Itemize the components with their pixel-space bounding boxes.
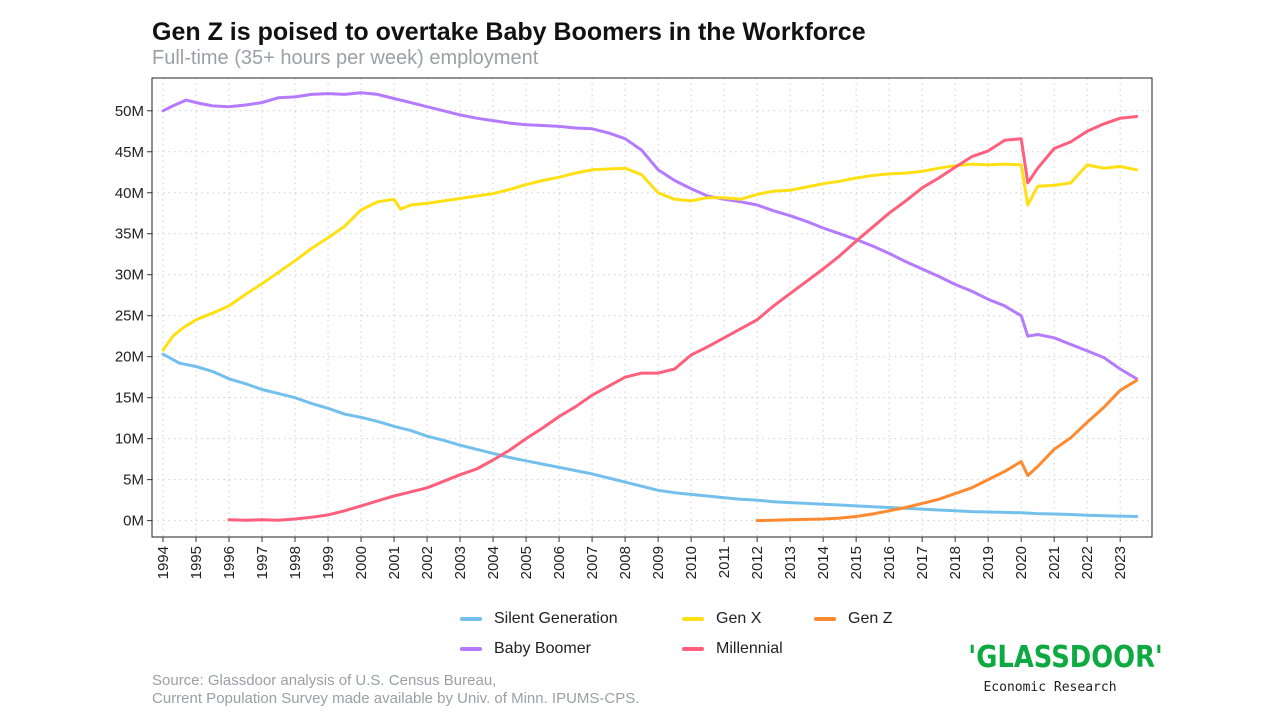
- y-tick-label: 25M: [115, 308, 144, 325]
- x-tick-label: 1994: [155, 546, 172, 579]
- x-tick-label: 2016: [881, 546, 898, 579]
- x-tick-label: 2019: [980, 546, 997, 579]
- y-tick-label: 5M: [123, 472, 144, 489]
- y-tick-label: 10M: [115, 431, 144, 448]
- axis-layer: 0M 5M 10M 15M 20M 25M 30M 35M 40M 45M 50M 1994 1995 1…: [115, 77, 1153, 579]
- x-tick-label: 2006: [551, 546, 568, 579]
- y-tick-label: 40M: [115, 185, 144, 202]
- source-line: Current Population Survey made available…: [152, 690, 640, 707]
- chart-title: Gen Z is poised to overtake Baby Boomers…: [152, 18, 866, 46]
- series-line-silent-generation: [161, 352, 1139, 518]
- legend-swatch: [682, 647, 704, 651]
- x-tick-label: 1997: [254, 546, 271, 579]
- x-tick-label: 2014: [815, 546, 832, 579]
- chart-subtitle: Full-time (35+ hours per week) employmen…: [152, 47, 539, 69]
- x-tick-label: 2018: [947, 546, 964, 579]
- x-tick-label: 2010: [683, 546, 700, 579]
- y-tick-label: 0M: [123, 513, 144, 530]
- glassdoor-logo: 'GLASSDOOR' Economic Research: [955, 640, 1163, 695]
- y-tick-label: 15M: [115, 390, 144, 407]
- y-tick-label: 35M: [115, 226, 144, 243]
- source-note: Source: Glassdoor analysis of U.S. Censu…: [152, 672, 639, 708]
- y-tick-label: 45M: [115, 144, 144, 161]
- series-line-gen-x: [161, 162, 1139, 352]
- legend-label: Baby Boomer: [494, 640, 591, 657]
- brand-subtitle: Economic Research: [983, 680, 1117, 695]
- x-tick-label: 2007: [584, 546, 601, 579]
- legend-label: Gen Z: [848, 610, 893, 627]
- series-line-millennial: [227, 115, 1139, 522]
- x-tick-label: 2017: [914, 546, 931, 579]
- x-tick-label: 2011: [716, 546, 733, 578]
- x-tick-label: 2004: [485, 546, 502, 579]
- x-tick-label: 2005: [518, 546, 535, 579]
- x-tick-label: 2001: [386, 546, 403, 579]
- x-tick-label: 2020: [1013, 546, 1030, 579]
- legend-label: Gen X: [716, 610, 762, 627]
- legend-swatch: [460, 647, 482, 651]
- legend-item-baby-boomer: Baby Boomer: [460, 638, 682, 660]
- legend-swatch: [814, 617, 836, 621]
- x-tick-label: 2021: [1046, 546, 1063, 579]
- source-line: Source: Glassdoor analysis of U.S. Censu…: [152, 672, 497, 689]
- legend-item-gen-z: Gen Z: [814, 608, 934, 630]
- x-tick-label: 2009: [650, 546, 667, 579]
- x-tick-label: 2022: [1079, 546, 1096, 579]
- series-line-baby-boomer: [161, 91, 1139, 381]
- x-tick-label: 2008: [617, 546, 634, 579]
- legend-swatch: [682, 617, 704, 621]
- legend-item-silent-generation: Silent Generation: [460, 608, 682, 630]
- x-tick-label: 2023: [1112, 546, 1129, 579]
- legend-item-millennial: Millennial: [682, 638, 814, 660]
- x-tick-label: 1995: [188, 546, 205, 579]
- legend-label: Millennial: [716, 640, 783, 657]
- grid-layer: [152, 78, 1152, 537]
- x-tick-label: 2015: [848, 546, 865, 579]
- x-tick-label: 1999: [320, 546, 337, 579]
- x-tick-label: 2003: [452, 546, 469, 579]
- legend-swatch: [460, 617, 482, 621]
- plot-frame: [151, 77, 1153, 538]
- legend-item-gen-x: Gen X: [682, 608, 814, 630]
- series-layer: [161, 91, 1139, 523]
- y-tick-label: 30M: [115, 267, 144, 284]
- x-tick-label: 1998: [287, 546, 304, 579]
- x-tick-label: 2012: [749, 546, 766, 579]
- brand-name: 'GLASSDOOR': [968, 640, 1163, 675]
- chart-legend: Silent Generation Gen X Gen Z Baby Boome…: [460, 608, 934, 660]
- x-tick-label: 2013: [782, 546, 799, 579]
- series-line-gen-z: [755, 378, 1139, 523]
- legend-label: Silent Generation: [494, 610, 618, 627]
- x-tick-label: 2002: [419, 546, 436, 579]
- x-tick-label: 2000: [353, 546, 370, 579]
- y-tick-label: 20M: [115, 349, 144, 366]
- x-tick-label: 1996: [221, 546, 238, 579]
- y-tick-label: 50M: [115, 103, 144, 120]
